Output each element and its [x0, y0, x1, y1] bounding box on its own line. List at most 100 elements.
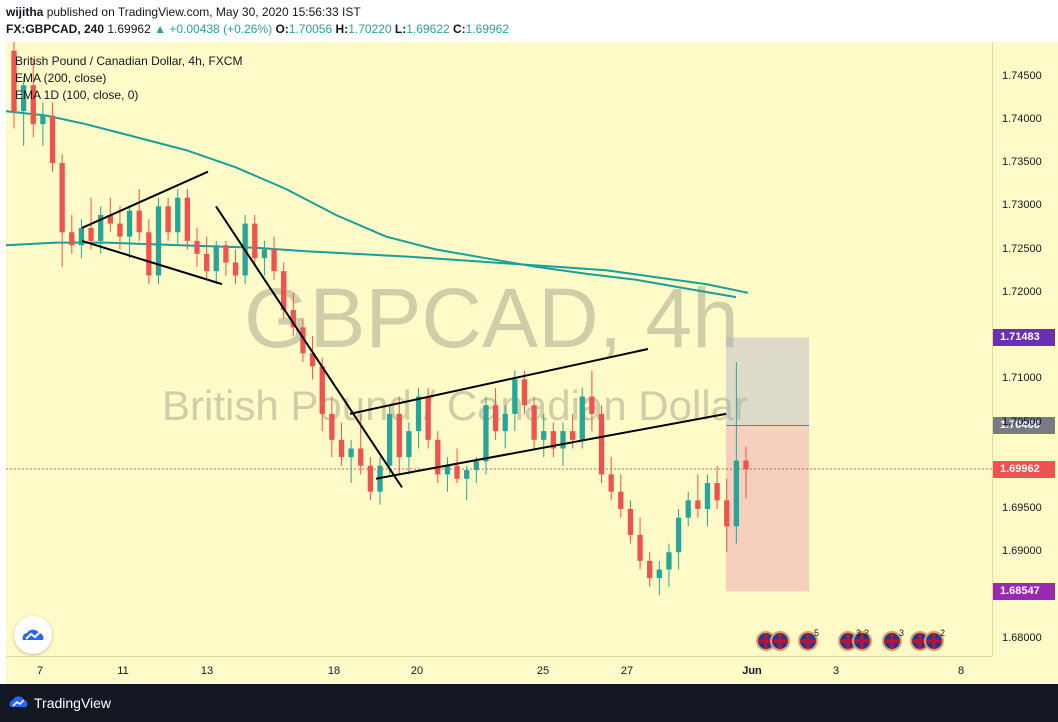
candle-body — [569, 431, 576, 440]
candle-body — [49, 115, 56, 164]
time-tick-label: 25 — [536, 665, 550, 677]
candle-body — [117, 223, 123, 237]
ohlc-line: FX:GBPCAD, 240 1.69962 ▲ +0.00438 (+0.26… — [6, 22, 509, 36]
candle-body — [473, 461, 479, 471]
price-axis[interactable]: 1.71483 1.70466 1.69962 1.68547 1.74500 1… — [992, 42, 1058, 656]
candle-body — [464, 470, 470, 479]
event-flag-uk-2[interactable] — [798, 631, 818, 651]
time-tick-label: 13 — [200, 665, 214, 677]
entry-price-tag: 1.70466 — [993, 417, 1055, 435]
price-tick-label: 1.72000 — [1002, 285, 1042, 298]
candle-body — [724, 500, 730, 527]
candle-body — [107, 214, 113, 224]
candle-body — [666, 552, 672, 570]
candle-body — [521, 379, 528, 406]
time-axis[interactable]: 7 11 13 18 20 25 27 Jun 3 8 — [6, 656, 992, 685]
trendline — [375, 412, 727, 480]
legend-title[interactable]: British Pound / Canadian Dollar, 4h, FXC… — [15, 54, 243, 68]
candle-body — [155, 206, 162, 276]
candle-body — [184, 197, 191, 241]
candle-body — [203, 253, 210, 272]
legend-ema-1d[interactable]: EMA 1D (100, close, 0) — [15, 88, 139, 102]
candle-body — [223, 245, 229, 263]
event-count-4: 2 — [940, 628, 946, 638]
low-value: 1.69622 — [406, 22, 450, 36]
candle-body — [348, 448, 354, 458]
close-label: C: — [452, 22, 466, 36]
candle-body — [281, 271, 287, 311]
time-tick-label: 3 — [832, 665, 840, 677]
candle-body — [512, 379, 518, 414]
candle-body — [271, 249, 277, 272]
symbol-label[interactable]: FX:GBPCAD, 240 — [6, 22, 105, 36]
candle-body — [415, 396, 422, 432]
price-plot[interactable] — [6, 42, 992, 656]
chart-pane[interactable]: GBPCAD, 4h British Pound / Canadian Doll… — [6, 42, 992, 656]
price-tick-label: 1.70500 — [1002, 415, 1042, 428]
candle-body — [483, 405, 489, 462]
high-value: 1.70220 — [348, 22, 392, 36]
candle-body — [695, 500, 701, 509]
candle-body — [579, 396, 585, 440]
candle-body — [425, 396, 431, 440]
candle-body — [175, 197, 181, 233]
time-tick-label: 27 — [620, 665, 634, 677]
price-change: +0.00438 (+0.26%) — [169, 22, 273, 36]
candle-body — [126, 210, 133, 237]
candle-body — [78, 227, 85, 246]
event-flag-uk-6[interactable] — [924, 631, 944, 651]
candle-body — [647, 560, 653, 579]
event-flag-ca-2[interactable] — [852, 631, 872, 651]
footer-brand[interactable]: TradingView — [34, 695, 112, 711]
event-flag-ca-1[interactable] — [770, 631, 790, 651]
candle-body — [309, 353, 316, 367]
candle-body — [608, 474, 614, 492]
trendline — [81, 170, 209, 229]
candle-body — [20, 85, 27, 112]
trendline — [81, 239, 223, 286]
candle-body — [598, 413, 605, 475]
candle-body — [714, 483, 720, 501]
price-tick-label: 1.72500 — [1002, 242, 1042, 255]
tradingview-logo-button[interactable] — [14, 616, 52, 654]
candle-body — [685, 500, 691, 518]
candle-body — [733, 460, 740, 527]
open-value: 1.70056 — [288, 22, 333, 36]
candle-body — [300, 327, 306, 354]
published-text: published on TradingView.com, May 30, 20… — [46, 5, 361, 19]
candle-body — [444, 465, 451, 475]
candle-body — [30, 85, 36, 125]
publish-line: wijitha published on TradingView.com, Ma… — [6, 5, 361, 19]
open-label: O: — [275, 22, 289, 36]
candle-body — [627, 508, 634, 535]
candle-body — [502, 413, 508, 432]
candle-body — [146, 232, 152, 276]
trendline — [215, 205, 403, 488]
cloud-icon — [22, 629, 44, 640]
time-tick-label: 11 — [117, 665, 129, 677]
legend-ema-200[interactable]: EMA (200, close) — [15, 71, 107, 85]
candle-body — [59, 163, 65, 233]
up-arrow-icon: ▲ — [154, 22, 166, 36]
candle-body — [319, 366, 325, 414]
price-tick-label: 1.69000 — [1002, 545, 1042, 558]
candle-body — [88, 227, 94, 241]
last-price: 1.69962 — [107, 22, 151, 36]
candle-body — [492, 405, 499, 432]
chart-header: wijitha published on TradingView.com, Ma… — [0, 0, 1058, 40]
publisher-name[interactable]: wijitha — [6, 5, 44, 19]
candle-body — [290, 310, 296, 328]
candle-body — [435, 439, 441, 475]
candle-body — [396, 413, 402, 458]
candle-body — [213, 245, 219, 272]
event-count-1: 5 — [814, 628, 820, 638]
candle-body — [589, 396, 595, 414]
high-label: H: — [335, 22, 349, 36]
candle-body — [98, 214, 104, 241]
candle-body — [232, 262, 239, 276]
price-tick-label: 1.68000 — [1002, 631, 1042, 644]
candle-body — [743, 460, 749, 470]
time-tick-label: 7 — [36, 665, 44, 677]
event-flag-uk-4[interactable] — [882, 631, 902, 651]
candle-body — [637, 534, 643, 561]
